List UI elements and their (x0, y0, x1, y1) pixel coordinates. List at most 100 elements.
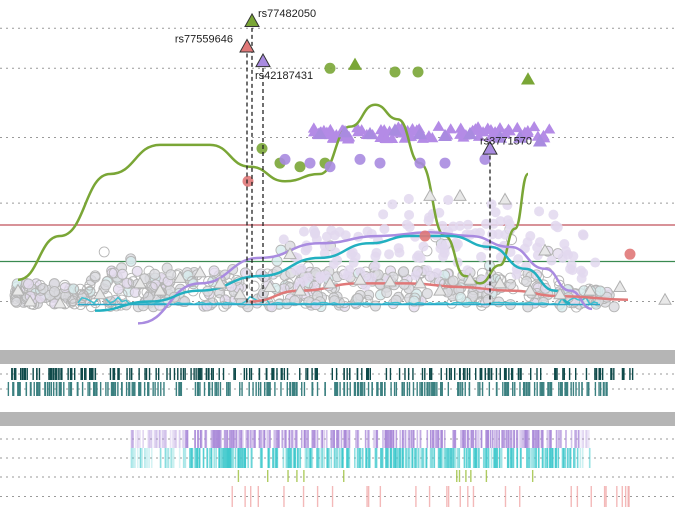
snp-point[interactable] (513, 130, 527, 143)
snp-point[interactable] (293, 283, 307, 296)
snp-point[interactable] (313, 126, 327, 140)
highlighted-snp[interactable]: rs3771570 (480, 135, 532, 305)
snp-marker-triangle[interactable] (482, 140, 498, 155)
background-snp-point (528, 120, 541, 132)
snp-point[interactable] (613, 279, 627, 292)
highlighted-snp[interactable]: rs77559646 (175, 33, 255, 305)
snp-point[interactable] (93, 287, 107, 300)
snp-marker-triangle[interactable] (239, 38, 255, 53)
snp-point[interactable] (413, 276, 427, 289)
association-scatter-panel: rs77482050 rs77559646 rs42187431 rs3771570 (0, 8, 675, 325)
background-snp-point (49, 286, 60, 298)
snp-point[interactable] (453, 188, 467, 201)
background-snp-point (355, 124, 368, 135)
snp-point[interactable] (374, 157, 386, 169)
background-snp-point (344, 264, 355, 275)
background-snp-point (521, 126, 534, 138)
background-snp-point (404, 209, 415, 220)
background-snp-point (484, 124, 497, 135)
background-snp-point (387, 199, 398, 210)
highlighted-snp[interactable]: rs42187431 (255, 52, 313, 305)
snp-point[interactable] (233, 287, 247, 300)
snp-point[interactable] (433, 283, 447, 296)
snp-point[interactable] (294, 161, 306, 173)
highlighted-snp[interactable]: rs77482050 (244, 8, 316, 305)
snp-point[interactable] (279, 153, 291, 165)
background-snp-point (338, 297, 350, 309)
snp-point[interactable] (283, 247, 297, 260)
background-snp-point (432, 268, 443, 279)
snp-point[interactable] (533, 134, 547, 147)
background-snp-point (447, 275, 459, 287)
snp-point[interactable] (23, 294, 37, 307)
background-snp-point (146, 281, 158, 293)
snp-point[interactable] (414, 157, 426, 169)
snp-point[interactable] (389, 66, 401, 78)
snp-point[interactable] (412, 66, 424, 78)
background-snp-point (182, 270, 194, 282)
snp-point[interactable] (323, 276, 337, 289)
snp-point[interactable] (256, 142, 268, 154)
snp-point[interactable] (173, 270, 187, 283)
snp-point[interactable] (438, 128, 452, 141)
snp-point[interactable] (153, 283, 167, 296)
snp-point[interactable] (324, 62, 336, 74)
snp-point[interactable] (53, 296, 67, 309)
background-snp-point (326, 225, 337, 236)
snp-point[interactable] (463, 126, 477, 140)
background-snp-point (352, 293, 364, 304)
background-snp-point (548, 209, 559, 220)
snp-point[interactable] (11, 283, 25, 296)
snp-point[interactable] (419, 230, 431, 242)
snp-point[interactable] (304, 157, 316, 169)
snp-point[interactable] (242, 175, 254, 187)
background-snp-point (315, 271, 326, 282)
snp-point[interactable] (363, 126, 377, 140)
background-snp-point (319, 248, 330, 259)
snp-marker-triangle[interactable] (244, 12, 260, 28)
snp-point[interactable] (583, 283, 597, 296)
snp-point[interactable] (553, 287, 567, 300)
snp-point[interactable] (479, 153, 491, 165)
snp-point[interactable] (493, 130, 507, 143)
snp-point[interactable] (538, 243, 552, 256)
background-snp-point (112, 283, 124, 295)
snp-point[interactable] (133, 276, 147, 289)
track-separator-bar (0, 412, 675, 426)
snp-point[interactable] (493, 276, 507, 289)
snp-point[interactable] (213, 276, 227, 289)
snp-marker-triangle[interactable] (255, 52, 271, 68)
background-snp-point (121, 277, 133, 289)
snp-point[interactable] (624, 248, 636, 260)
snp-point[interactable] (348, 57, 362, 70)
background-snp-point (255, 268, 267, 280)
background-snp-point (348, 257, 359, 268)
snp-point[interactable] (263, 279, 277, 292)
snp-point[interactable] (324, 161, 336, 173)
background-snp-point (471, 124, 484, 135)
background-snp-point (98, 246, 110, 258)
background-snp-point (432, 120, 445, 131)
background-snp-point (455, 291, 467, 303)
background-snp-point (165, 269, 177, 281)
snp-point[interactable] (521, 72, 535, 85)
snp-point[interactable] (383, 274, 397, 287)
snp-point[interactable] (388, 123, 402, 136)
snp-point[interactable] (463, 272, 477, 285)
background-snp-point (594, 285, 606, 297)
snp-point[interactable] (353, 272, 367, 285)
snp-point[interactable] (498, 192, 512, 205)
background-snp-point (34, 279, 46, 291)
snp-point[interactable] (413, 126, 427, 140)
snp-label: rs42187431 (255, 70, 313, 82)
snp-point[interactable] (523, 283, 537, 296)
snp-point[interactable] (423, 188, 437, 201)
snp-point[interactable] (439, 157, 451, 169)
background-snp-point (23, 278, 34, 290)
snp-point[interactable] (658, 292, 672, 305)
background-snp-point (476, 251, 487, 262)
snp-point[interactable] (338, 125, 352, 138)
background-snp-point (539, 282, 551, 294)
snp-point[interactable] (354, 153, 366, 165)
snp-point[interactable] (193, 265, 207, 278)
